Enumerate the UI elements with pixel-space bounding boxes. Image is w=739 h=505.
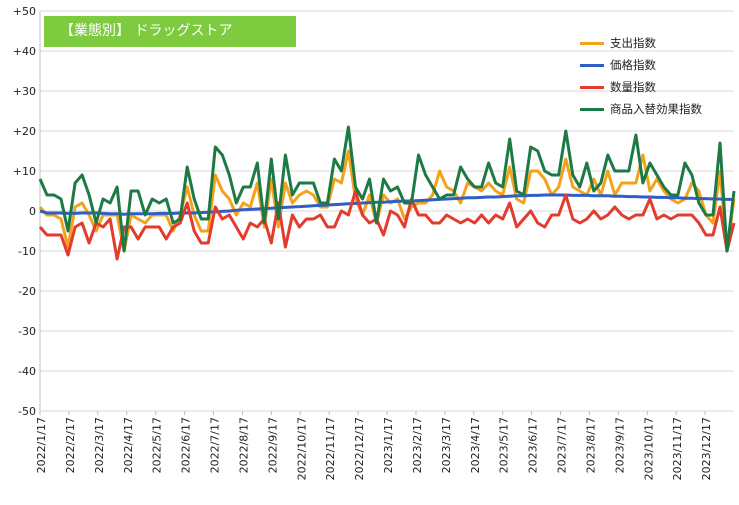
x-tick-label: 2022/9/17 [266,417,279,473]
y-tick-label: +10 [13,165,36,178]
x-tick-label: 2022/6/17 [180,417,193,473]
x-tick-label: 2022/3/17 [93,417,106,473]
x-tick-label: 2023/6/17 [527,417,540,473]
y-tick-label: +50 [13,5,36,18]
x-tick-label: 2022/5/17 [151,417,164,473]
y-axis-ticks: +50 +40 +30 +20 +10 0 -10 -20 -30 -40 -50 [13,5,36,418]
legend-item: 価格指数 [580,54,702,76]
x-tick-label: 2022/11/17 [324,417,337,480]
legend-swatch [580,41,604,45]
y-tick-label: -20 [18,285,36,298]
x-tick-label: 2023/8/17 [584,417,597,473]
x-tick-label: 2023/5/17 [498,417,511,473]
legend-label: 支出指数 [610,36,656,50]
y-tick-label: +40 [13,45,36,58]
legend-swatch [580,107,604,111]
legend-label: 数量指数 [610,80,656,94]
y-tick-label: -10 [18,245,36,258]
series-line [39,193,734,216]
legend-swatch [580,85,604,89]
x-tick-label: 2022/4/17 [122,417,135,473]
x-tick-label: 2023/12/17 [700,417,713,480]
legend-label: 商品入替効果指数 [610,102,702,116]
legend-item: 商品入替効果指数 [580,98,702,120]
x-tick-label: 2023/10/17 [642,417,655,480]
x-tick-label: 2022/7/17 [209,417,222,473]
x-tick-label: 2023/3/17 [440,417,453,473]
x-tick-label: 2023/11/17 [671,417,684,480]
x-tick-label: 2023/9/17 [613,417,626,473]
x-tick-label: 2022/1/17 [35,417,48,473]
x-axis-ticks: 2022/1/17 2022/2/17 2022/3/17 2022/4/17 2022… [35,411,713,480]
x-tick-label: 2023/4/17 [469,417,482,473]
y-tick-label: -40 [18,365,36,378]
legend-item: 支出指数 [580,32,702,54]
x-tick-label: 2022/10/17 [295,417,308,480]
y-tick-label: +20 [13,125,36,138]
legend-item: 数量指数 [580,76,702,98]
chart-title: 【業態別】 ドラッグストア [44,16,296,47]
x-tick-label: 2022/12/17 [353,417,366,480]
y-tick-label: -50 [18,405,36,418]
x-tick-label: 2022/2/17 [64,417,77,473]
series-line [38,189,736,261]
series-lines [38,125,736,261]
y-tick-label: 0 [29,205,36,218]
y-tick-label: -30 [18,325,36,338]
y-tick-label: +30 [13,85,36,98]
series-line [38,125,736,253]
legend: 支出指数価格指数数量指数商品入替効果指数 [580,32,702,120]
legend-label: 価格指数 [610,58,656,72]
x-tick-label: 2023/1/17 [382,417,395,473]
x-tick-label: 2023/7/17 [556,417,569,473]
legend-swatch [580,63,604,67]
x-tick-label: 2023/2/17 [411,417,424,473]
x-tick-label: 2022/8/17 [237,417,250,473]
